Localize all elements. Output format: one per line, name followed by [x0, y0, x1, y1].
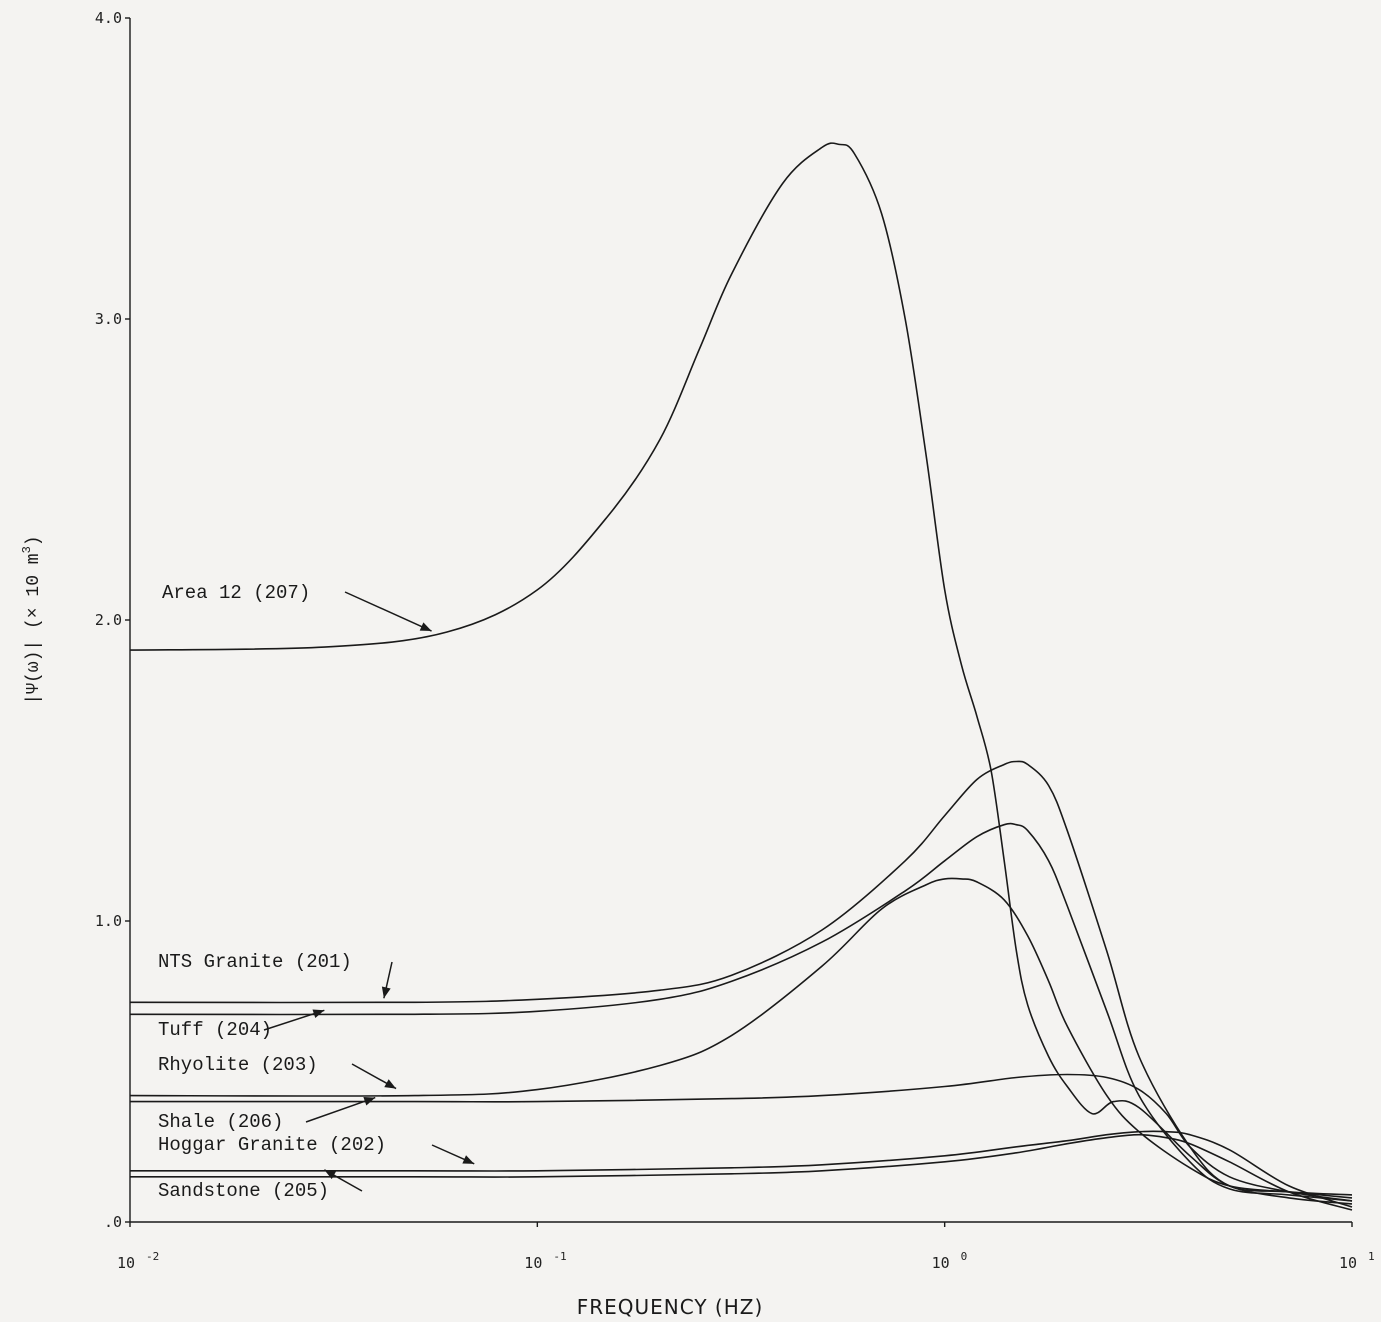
y-tick-label: .0 — [104, 1213, 122, 1231]
x-tick-exponent: -2 — [146, 1250, 159, 1263]
y-tick-label: 4.0 — [95, 9, 122, 27]
annotation-arrowhead — [462, 1155, 475, 1164]
y-tick-label: 3.0 — [95, 310, 122, 328]
x-tick-exponent: 0 — [961, 1250, 968, 1263]
annotation-label: Area 12 (207) — [162, 582, 310, 604]
annotation-arrow — [344, 591, 432, 632]
annotation-arrowhead — [381, 986, 391, 999]
series-line-2 — [129, 760, 1353, 1199]
annotation-label: NTS Granite (201) — [158, 951, 352, 973]
series-line-1 — [129, 142, 1353, 1205]
x-tick-label: 10 — [117, 1254, 135, 1272]
annotation-arrowhead — [419, 622, 432, 632]
annotation-arrowhead — [363, 1097, 376, 1106]
annotation-label: Tuff (204) — [158, 1019, 272, 1041]
y-axis-title: |Ψ(ω)| (× 10 m3) — [20, 535, 44, 704]
series-line-7 — [129, 1133, 1353, 1211]
annotation-arrowhead — [384, 1079, 397, 1089]
x-axis-title: FREQUENCY (HZ) — [577, 1295, 764, 1319]
x-tick-exponent: -1 — [553, 1250, 566, 1263]
x-tick-label: 10 — [524, 1254, 542, 1272]
annotation-arrow — [305, 1096, 376, 1123]
annotation-arrowhead — [312, 1009, 325, 1019]
annotation-label: Hoggar Granite (202) — [158, 1134, 386, 1156]
series-line-6 — [130, 1130, 1353, 1208]
axes — [129, 18, 1352, 1223]
series-line-5 — [130, 1073, 1353, 1202]
annotation-arrowhead — [324, 1169, 337, 1180]
x-tick-label: 10 — [1339, 1254, 1357, 1272]
series-line-3 — [129, 822, 1353, 1202]
annotations: Area 12 (207) NTS Granite (201) Tuff (204)… — [158, 582, 475, 1202]
y-tick-label: 2.0 — [95, 611, 122, 629]
ticks: .0 1.0 2.0 3.0 4.0 10 -2 10 -1 10 0 10 1 — [95, 9, 1375, 1272]
series-line-4 — [129, 877, 1353, 1196]
annotation-label: Sandstone (205) — [158, 1180, 329, 1202]
y-tick-label: 1.0 — [95, 912, 122, 930]
series-group — [129, 142, 1353, 1211]
annotation-label: Shale (206) — [158, 1111, 283, 1133]
annotation-label: Rhyolite (203) — [158, 1054, 318, 1076]
x-tick-label: 10 — [932, 1254, 950, 1272]
x-tick-exponent: 1 — [1368, 1250, 1375, 1263]
